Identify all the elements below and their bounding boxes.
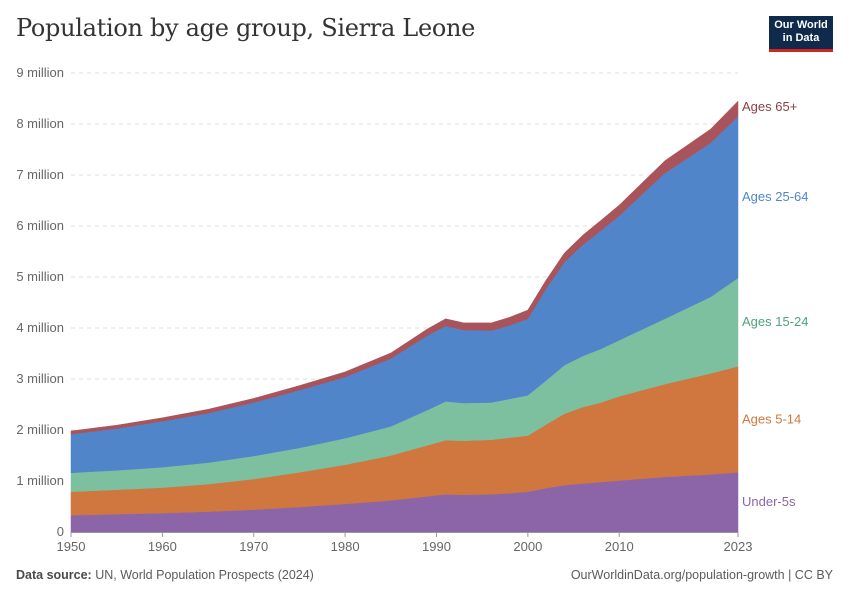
data-source-text: UN, World Population Prospects (2024) <box>95 568 314 582</box>
x-tick-label: 1970 <box>239 539 268 554</box>
y-tick-label: 3 million <box>16 371 64 386</box>
series-labels: Under-5s Ages 5-14 Ages 15-24 Ages 25-64 Age… <box>742 99 809 509</box>
data-source-label: Data source: <box>16 568 92 582</box>
y-tick-label: 6 million <box>16 218 64 233</box>
x-tick-label: 1990 <box>422 539 451 554</box>
logo-line-1: Our World <box>774 19 828 31</box>
x-tick-label: 2010 <box>605 539 634 554</box>
series-label-ages5_14: Ages 5-14 <box>742 411 801 426</box>
y-tick-label: 4 million <box>16 320 64 335</box>
y-tick-label: 1 million <box>16 473 64 488</box>
data-source: Data source: UN, World Population Prospe… <box>16 568 314 582</box>
series-label-ages25_64: Ages 25-64 <box>742 189 809 204</box>
y-tick-label: 8 million <box>16 116 64 131</box>
axes: 0 1 million 2 million 3 million 4 million 5 m… <box>16 65 752 554</box>
y-tick-label: 5 million <box>16 269 64 284</box>
series-label-ages65: Ages 65+ <box>742 99 797 114</box>
chart-title: Population by age group, Sierra Leone <box>16 14 476 42</box>
x-tick-label: 1950 <box>57 539 86 554</box>
owid-logo[interactable]: Our World in Data <box>769 16 833 52</box>
series-label-ages15_24: Ages 15-24 <box>742 314 809 329</box>
area-ages65[interactable] <box>70 100 739 435</box>
x-tick-label: 1980 <box>331 539 360 554</box>
area-series <box>70 100 739 533</box>
x-tick-label: 1960 <box>148 539 177 554</box>
y-tick-label: 9 million <box>16 65 64 80</box>
y-tick-label: 7 million <box>16 167 64 182</box>
series-label-under5: Under-5s <box>742 494 796 509</box>
x-tick-label: 2023 <box>724 539 753 554</box>
source-url[interactable]: OurWorldinData.org/population-growth | C… <box>570 568 833 582</box>
x-tick-label: 2000 <box>513 539 542 554</box>
logo-line-2: in Data <box>782 32 820 44</box>
y-tick-label: 2 million <box>16 422 64 437</box>
y-tick-label: 0 <box>57 524 64 539</box>
